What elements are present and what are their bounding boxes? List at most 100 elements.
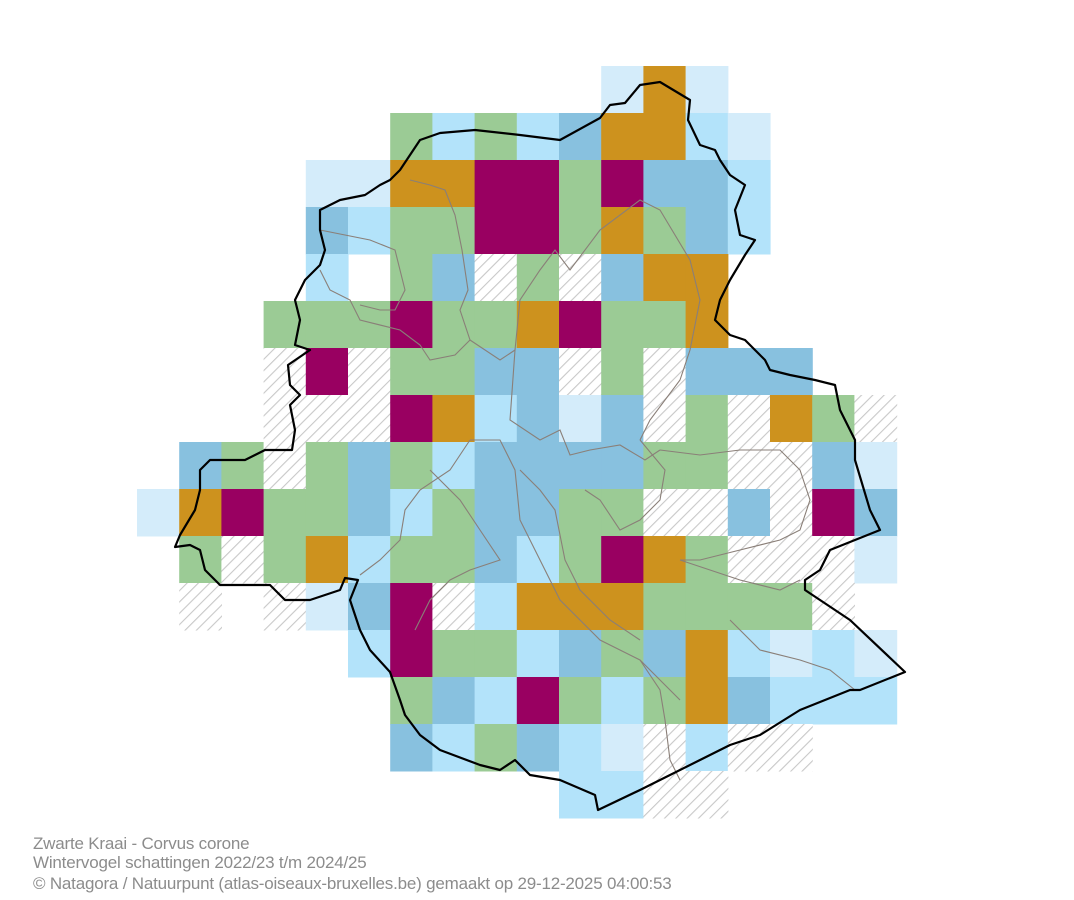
grid-cell <box>474 630 518 678</box>
grid-cell <box>559 207 602 255</box>
grid-cell <box>516 348 560 396</box>
grid-cell <box>305 348 349 396</box>
grid-cell <box>348 442 391 490</box>
grid-cell <box>601 395 644 443</box>
grid-cell <box>685 442 729 490</box>
grid-cell <box>474 442 518 490</box>
grid-cell <box>601 301 644 349</box>
grid-cell <box>305 301 349 349</box>
grid-cell <box>601 348 644 396</box>
grid-cell <box>601 771 644 819</box>
grid-cell <box>559 536 602 584</box>
grid-cell <box>390 630 433 678</box>
grid-cell <box>643 113 687 161</box>
grid-cell-no-data <box>263 583 307 631</box>
grid-cell <box>812 442 855 490</box>
grid-cell <box>474 489 518 537</box>
grid-cell <box>601 583 644 631</box>
map-title: Zwarte Kraai - Corvus corone <box>33 834 250 853</box>
grid-cell <box>685 160 729 208</box>
grid-cell <box>685 583 729 631</box>
grid-cell <box>390 724 433 772</box>
grid-cell <box>305 536 349 584</box>
grid-cell <box>601 724 644 772</box>
grid-cell <box>348 301 391 349</box>
grid-cell <box>348 583 391 631</box>
grid-cell-no-data <box>643 489 687 537</box>
grid-cell <box>432 301 476 349</box>
grid-cell <box>390 301 433 349</box>
grid-cell <box>643 630 687 678</box>
grid-cell <box>474 348 518 396</box>
grid-cell <box>559 160 602 208</box>
grid-cell <box>685 113 729 161</box>
grid-cell-no-data <box>432 583 476 631</box>
grid-cell <box>263 489 307 537</box>
grid-cell <box>348 536 391 584</box>
grid-cell <box>432 442 476 490</box>
grid-cell <box>685 630 729 678</box>
grid-cell <box>727 630 771 678</box>
grid-cell <box>601 254 644 302</box>
grid-cell-no-data <box>348 348 391 396</box>
grid-cell <box>390 489 433 537</box>
grid-cell <box>348 630 391 678</box>
grid-cell-no-data <box>179 583 222 631</box>
grid-cell <box>305 583 349 631</box>
grid-cell <box>474 207 518 255</box>
grid-cell <box>812 677 855 725</box>
grid-cell <box>727 160 771 208</box>
map-subtitle: Wintervogel schattingen 2022/23 t/m 2024… <box>33 853 367 872</box>
grid-cell <box>812 489 855 537</box>
grid-cell-no-data <box>263 348 307 396</box>
grid-cell <box>516 301 560 349</box>
grid-cell <box>474 583 518 631</box>
grid-cell <box>643 301 687 349</box>
grid-cell <box>601 536 644 584</box>
grid-cell <box>770 677 813 725</box>
distribution-map <box>137 66 907 819</box>
grid-cell-no-data <box>559 254 602 302</box>
grid-cell <box>432 724 476 772</box>
grid-cell <box>559 301 602 349</box>
grid-cell-no-data <box>812 583 855 631</box>
grid-cell <box>474 536 518 584</box>
grid-cell <box>432 254 476 302</box>
grid-cell <box>854 536 898 584</box>
grid-cell <box>516 677 560 725</box>
grid-cell <box>559 677 602 725</box>
grid-cell-no-data <box>305 395 349 443</box>
grid-cell <box>221 489 265 537</box>
grid-cell <box>685 207 729 255</box>
grid-cell <box>516 395 560 443</box>
grid-cell-no-data <box>263 395 307 443</box>
grid-cell <box>643 254 687 302</box>
grid-cell-no-data <box>221 536 265 584</box>
grid-cell <box>601 113 644 161</box>
grid-cell <box>474 113 518 161</box>
grid-cell <box>516 630 560 678</box>
grid-cell-no-data <box>727 395 771 443</box>
grid-cell-no-data <box>770 442 813 490</box>
grid-cell <box>812 395 855 443</box>
grid-cell <box>390 348 433 396</box>
grid-cell <box>601 630 644 678</box>
grid-cell <box>559 630 602 678</box>
grid-cell <box>643 442 687 490</box>
grid-cell <box>179 536 222 584</box>
grid-cell <box>727 677 771 725</box>
grid-cell <box>390 583 433 631</box>
grid-cell <box>516 442 560 490</box>
grid-cell <box>643 207 687 255</box>
map-credit: © Natagora / Natuurpunt (atlas-oiseaux-b… <box>33 874 672 893</box>
grid-cell <box>601 442 644 490</box>
grid-cell <box>601 677 644 725</box>
grid-cell <box>770 395 813 443</box>
grid-cell <box>516 489 560 537</box>
grid-cell <box>559 489 602 537</box>
grid-cell-no-data <box>770 489 813 537</box>
grid-cell <box>305 489 349 537</box>
grid-cell <box>601 489 644 537</box>
municipal-boundaries <box>319 179 856 781</box>
grid-cell <box>305 442 349 490</box>
